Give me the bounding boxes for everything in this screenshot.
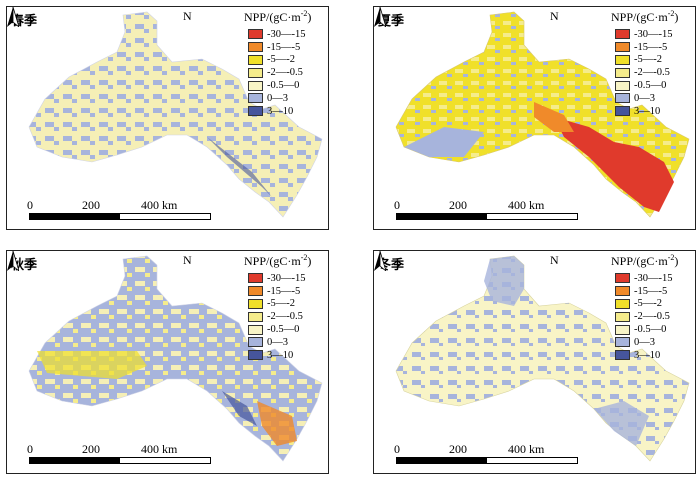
legend-item: -30—-15 <box>248 28 306 41</box>
scale-label: 0 <box>27 442 33 456</box>
legend-item: -2—-0.5 <box>615 66 673 79</box>
legend-item: -5—-2 <box>615 298 673 311</box>
legend-item: 3—10 <box>615 349 673 362</box>
scale-label: 200 <box>449 442 467 456</box>
scale-label: 400 km <box>508 442 545 456</box>
legend-title: NPP/(gC·m-2) <box>244 9 312 24</box>
north-arrow-icon <box>7 7 19 27</box>
scale-label: 400 km <box>508 198 545 212</box>
legend-swatch <box>615 93 630 104</box>
north-label: N <box>550 253 559 267</box>
scale-bar <box>29 213 211 220</box>
legend-item: -5—-2 <box>615 54 673 67</box>
legend-item: 3—10 <box>248 349 306 362</box>
legend-item: 3—10 <box>248 105 306 118</box>
north-arrow-icon <box>7 251 19 271</box>
legend-swatch <box>615 337 630 348</box>
legend-item: -15—-5 <box>615 285 673 298</box>
legend-item: -2—-0.5 <box>248 310 306 323</box>
legend: -30—-15 -15—-5 -5—-2 -2—-0.5 -0.5—0 0—3 … <box>248 28 306 118</box>
legend-swatch <box>248 273 263 284</box>
legend-item: -15—-5 <box>615 41 673 54</box>
legend-swatch <box>615 273 630 284</box>
scale-label: 400 km <box>141 198 178 212</box>
map-region-shape <box>395 255 690 462</box>
north-arrow-icon <box>374 251 386 271</box>
map-region-shape <box>28 255 323 462</box>
scale-bar <box>396 213 578 220</box>
scale-bar <box>396 457 578 464</box>
map-region-shape <box>28 11 323 218</box>
scale-label: 200 <box>82 198 100 212</box>
legend-swatch <box>615 29 630 40</box>
legend-swatch <box>248 350 263 361</box>
legend-item: -5—-2 <box>248 298 306 311</box>
legend-item: 3—10 <box>615 105 673 118</box>
legend-swatch <box>615 286 630 297</box>
map-panel-autumn: 秋季 N NPP/(gC·m-2) -30—-15 -15—-5 -5—-2 -… <box>6 250 329 474</box>
legend-title: NPP/(gC·m-2) <box>244 253 312 268</box>
legend-title: NPP/(gC·m-2) <box>611 253 679 268</box>
scale-label: 0 <box>394 442 400 456</box>
legend-item: -0.5—0 <box>248 79 306 92</box>
scale-bar <box>29 457 211 464</box>
map-panel-spring: 春季 N NPP/(gC·m-2) -30—-15 -15—-5 -5—-2 -… <box>6 6 329 230</box>
legend-item: -15—-5 <box>248 41 306 54</box>
north-label: N <box>183 253 192 267</box>
legend-swatch <box>248 337 263 348</box>
legend-swatch <box>248 54 263 65</box>
legend-swatch <box>615 54 630 65</box>
legend-item: -0.5—0 <box>248 323 306 336</box>
north-arrow-icon <box>374 7 386 27</box>
scale-label: 200 <box>82 442 100 456</box>
scale-label: 0 <box>27 198 33 212</box>
legend-swatch <box>615 106 630 117</box>
map-panel-summer: 夏季 N NPP/(gC·m-2) -30—-15 -15—-5 -5—-2 -… <box>373 6 696 230</box>
north-label: N <box>183 9 192 23</box>
legend-swatch <box>248 80 263 91</box>
legend-swatch <box>615 324 630 335</box>
map-panel-winter: 冬季 N NPP/(gC·m-2) -30—-15 -15—-5 -5—-2 -… <box>373 250 696 474</box>
legend-swatch <box>248 286 263 297</box>
legend-swatch <box>248 42 263 53</box>
north-label: N <box>550 9 559 23</box>
legend-item: -5—-2 <box>248 54 306 67</box>
legend: -30—-15 -15—-5 -5—-2 -2—-0.5 -0.5—0 0—3 … <box>615 28 673 118</box>
legend-swatch <box>248 324 263 335</box>
legend-item: 0—3 <box>615 92 673 105</box>
legend-swatch <box>615 298 630 309</box>
legend-item: 0—3 <box>248 336 306 349</box>
map-region-shape <box>395 11 690 218</box>
legend-swatch <box>248 67 263 78</box>
legend-item: 0—3 <box>248 92 306 105</box>
legend: -30—-15 -15—-5 -5—-2 -2—-0.5 -0.5—0 0—3 … <box>615 272 673 362</box>
legend-swatch <box>615 42 630 53</box>
legend-swatch <box>615 67 630 78</box>
scale-label: 200 <box>449 198 467 212</box>
legend-title: NPP/(gC·m-2) <box>611 9 679 24</box>
legend-swatch <box>248 298 263 309</box>
legend-item: -0.5—0 <box>615 323 673 336</box>
legend-swatch <box>615 311 630 322</box>
legend-item: -30—-15 <box>615 28 673 41</box>
legend-swatch <box>615 80 630 91</box>
legend-item: -0.5—0 <box>615 79 673 92</box>
legend-item: -2—-0.5 <box>248 66 306 79</box>
legend-swatch <box>248 93 263 104</box>
legend: -30—-15 -15—-5 -5—-2 -2—-0.5 -0.5—0 0—3 … <box>248 272 306 362</box>
legend-item: -30—-15 <box>248 272 306 285</box>
legend-swatch <box>248 311 263 322</box>
legend-item: -15—-5 <box>248 285 306 298</box>
scale-label: 400 km <box>141 442 178 456</box>
scale-label: 0 <box>394 198 400 212</box>
legend-item: -2—-0.5 <box>615 310 673 323</box>
legend-swatch <box>615 350 630 361</box>
legend-item: -30—-15 <box>615 272 673 285</box>
legend-swatch <box>248 106 263 117</box>
legend-swatch <box>248 29 263 40</box>
legend-item: 0—3 <box>615 336 673 349</box>
